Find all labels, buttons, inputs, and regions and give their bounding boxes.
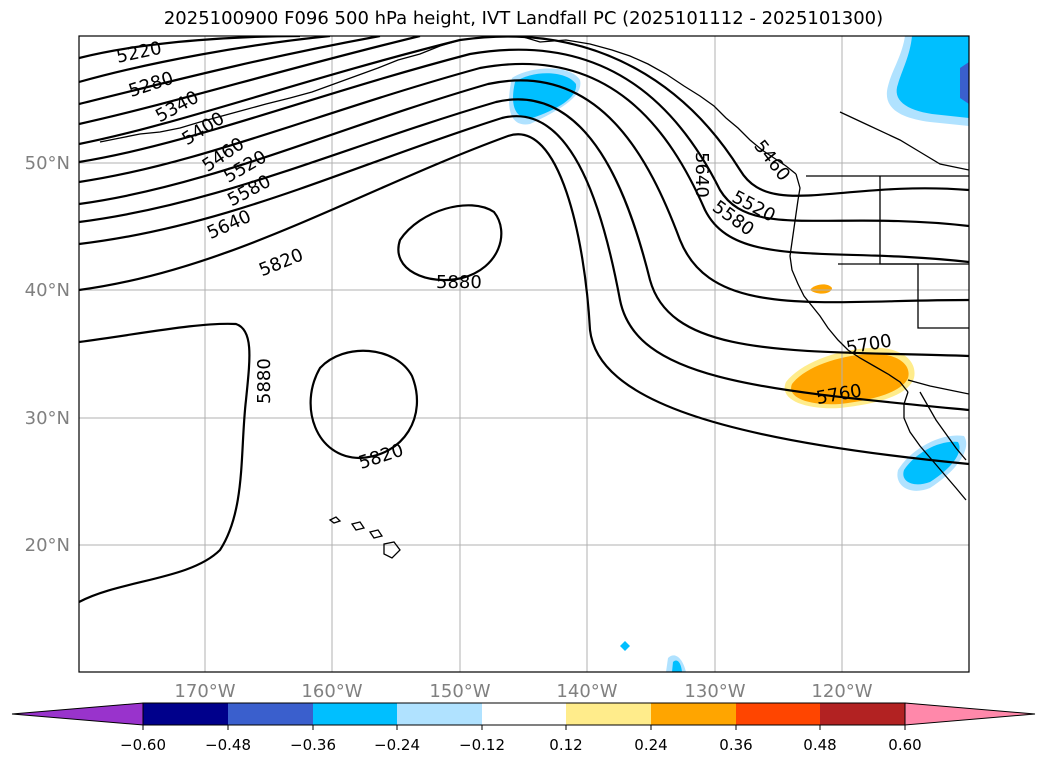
colorbar-ticks <box>142 725 906 730</box>
colorbar-segment <box>566 703 651 725</box>
colorbar-tick-label: −0.60 <box>120 736 166 754</box>
colorbar-tick-label: −0.24 <box>374 736 420 754</box>
coastline-gulf-california <box>919 391 967 461</box>
colorbar-segment <box>143 703 228 725</box>
contour-5340 <box>79 36 381 106</box>
contour-5760 <box>79 115 969 412</box>
colorbar-segment <box>228 703 313 725</box>
lon-label: 160°W <box>301 681 362 702</box>
border-us-mexico <box>907 379 969 395</box>
contour-5820 <box>79 133 969 466</box>
lon-label: 130°W <box>684 681 745 702</box>
coastline-baja <box>903 391 967 501</box>
contour-5880-west <box>79 322 251 603</box>
ivt-negative-core-south-edge <box>672 660 682 672</box>
border-bc-alaska <box>839 111 969 171</box>
contour-label: 5640 <box>691 152 712 198</box>
ivt-negative-core-canada <box>896 36 969 118</box>
coastline-alaska-aleutians <box>99 39 461 143</box>
colorbar-frame <box>142 702 906 726</box>
map-frame <box>78 35 970 673</box>
longitude-labels: 170°W 160°W 150°W 140°W 130°W 120°W <box>174 681 872 702</box>
colorbar-segment <box>820 703 905 725</box>
contour-label: 5880 <box>254 358 275 404</box>
colorbar-tick-label: −0.12 <box>459 736 505 754</box>
ivt-negative-strong-canada <box>960 62 969 104</box>
lon-label: 150°W <box>429 681 490 702</box>
colorbar-tick-label: 0.60 <box>888 736 921 754</box>
latitude-labels: 50°N 40°N 30°N 20°N <box>25 153 70 556</box>
ivt-negative-core-north-pacific <box>513 73 577 119</box>
map-panel <box>79 36 969 672</box>
contour-5880-high-north <box>397 204 503 282</box>
contour-label: 5880 <box>436 272 482 293</box>
lat-label: 20°N <box>25 535 70 556</box>
graticule <box>79 36 969 672</box>
colorbar-segment <box>313 703 397 725</box>
ivt-positive-small-northern-california <box>810 284 832 294</box>
map-title: 2025100900 F096 500 hPa height, IVT Land… <box>163 8 884 29</box>
colorbar-tick-label: −0.48 <box>205 736 251 754</box>
colorbar-extend-max <box>904 702 1036 726</box>
contour-5820-closed-low <box>309 349 418 460</box>
colorbar-tick-label: −0.36 <box>290 736 336 754</box>
ivt-positive-core-california <box>791 353 909 405</box>
lon-label: 140°W <box>556 681 617 702</box>
ivt-negative-spot-south <box>620 641 630 651</box>
island-hawaii-big <box>383 541 401 559</box>
lat-label: 50°N <box>25 153 70 174</box>
colorbar-segment <box>482 703 566 725</box>
colorbar-segment <box>397 703 482 725</box>
colorbar-tick-label: 0.12 <box>549 736 582 754</box>
contour-5580 <box>79 62 969 264</box>
lat-label: 30°N <box>25 408 70 429</box>
lon-label: 120°W <box>811 681 872 702</box>
ivt-negative-core-baja <box>903 441 960 485</box>
colorbar-segment <box>736 703 820 725</box>
contour-5640 <box>79 79 969 304</box>
height-contours <box>79 36 969 603</box>
island-hawaii-1 <box>328 516 342 524</box>
colorbar-tick-label: 0.36 <box>719 736 752 754</box>
contour-5520 <box>79 48 969 228</box>
contour-5280 <box>79 36 331 84</box>
island-hawaii-3 <box>368 529 384 539</box>
contour-5400 <box>79 36 421 126</box>
coastline-gulf-of-alaska <box>519 36 797 175</box>
island-hawaii-2 <box>350 521 366 531</box>
border-state-nevada <box>838 263 969 329</box>
colorbar-tick-label: 0.24 <box>634 736 667 754</box>
colorbar-extend-min <box>11 702 144 726</box>
lon-label: 170°W <box>174 681 235 702</box>
colorbar-tick-label: 0.48 <box>803 736 836 754</box>
lat-label: 40°N <box>25 280 70 301</box>
contour-5700 <box>79 98 969 358</box>
ivt-shading <box>509 36 969 672</box>
contour-5460 <box>79 36 969 197</box>
colorbar-segment <box>651 703 736 725</box>
colorbar: −0.60 −0.48 −0.36 −0.24 −0.12 0.12 0.24 … <box>11 702 1036 754</box>
